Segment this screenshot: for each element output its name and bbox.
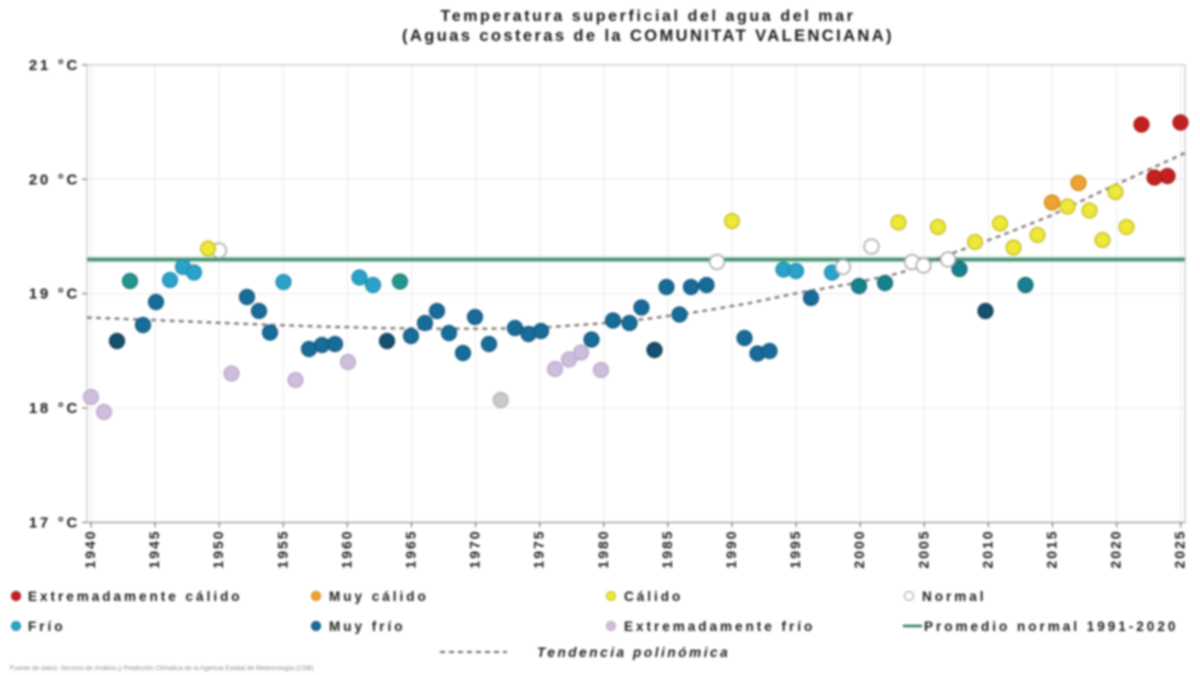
svg-text:1985: 1985 (659, 529, 675, 568)
svg-text:1975: 1975 (531, 529, 547, 568)
svg-text:Extremadamente frío: Extremadamente frío (624, 619, 815, 634)
svg-text:20 °C: 20 °C (29, 171, 80, 188)
svg-text:Cálido: Cálido (624, 589, 683, 604)
svg-text:Normal: Normal (922, 589, 987, 604)
svg-text:21 °C: 21 °C (29, 57, 80, 74)
svg-text:1940: 1940 (82, 529, 98, 568)
svg-text:1980: 1980 (595, 529, 611, 568)
svg-text:2010: 2010 (979, 529, 995, 568)
svg-text:18 °C: 18 °C (29, 400, 80, 417)
svg-text:1955: 1955 (274, 529, 290, 568)
svg-text:2015: 2015 (1044, 529, 1060, 568)
svg-text:1960: 1960 (338, 529, 354, 568)
svg-text:Fuente de datos: Servicio de A: Fuente de datos: Servicio de Análisis y … (10, 665, 314, 672)
svg-text:2025: 2025 (1172, 529, 1188, 568)
svg-text:1995: 1995 (787, 529, 803, 568)
svg-text:Promedio normal 1991-2020: Promedio normal 1991-2020 (924, 619, 1178, 634)
svg-text:2020: 2020 (1108, 529, 1124, 568)
svg-text:2005: 2005 (915, 529, 931, 568)
svg-text:1945: 1945 (146, 529, 162, 568)
svg-text:Muy frío: Muy frío (329, 619, 406, 634)
svg-text:Muy cálido: Muy cálido (329, 589, 429, 604)
svg-text:2000: 2000 (851, 529, 867, 568)
svg-text:17 °C: 17 °C (29, 515, 80, 532)
svg-text:Frío: Frío (28, 619, 66, 634)
svg-text:Extremadamente cálido: Extremadamente cálido (28, 589, 243, 604)
svg-text:1965: 1965 (403, 529, 419, 568)
svg-text:1990: 1990 (723, 529, 739, 568)
svg-text:Tendencia polinómica: Tendencia polinómica (537, 645, 730, 660)
svg-text:1950: 1950 (210, 529, 226, 568)
svg-text:1970: 1970 (467, 529, 483, 568)
svg-text:19 °C: 19 °C (29, 286, 80, 303)
svg-text:(Aguas costeras de la COMUNITA: (Aguas costeras de la COMUNITAT VALENCIA… (402, 27, 894, 45)
svg-text:Temperatura superficial del ag: Temperatura superficial del agua del mar (441, 8, 856, 25)
